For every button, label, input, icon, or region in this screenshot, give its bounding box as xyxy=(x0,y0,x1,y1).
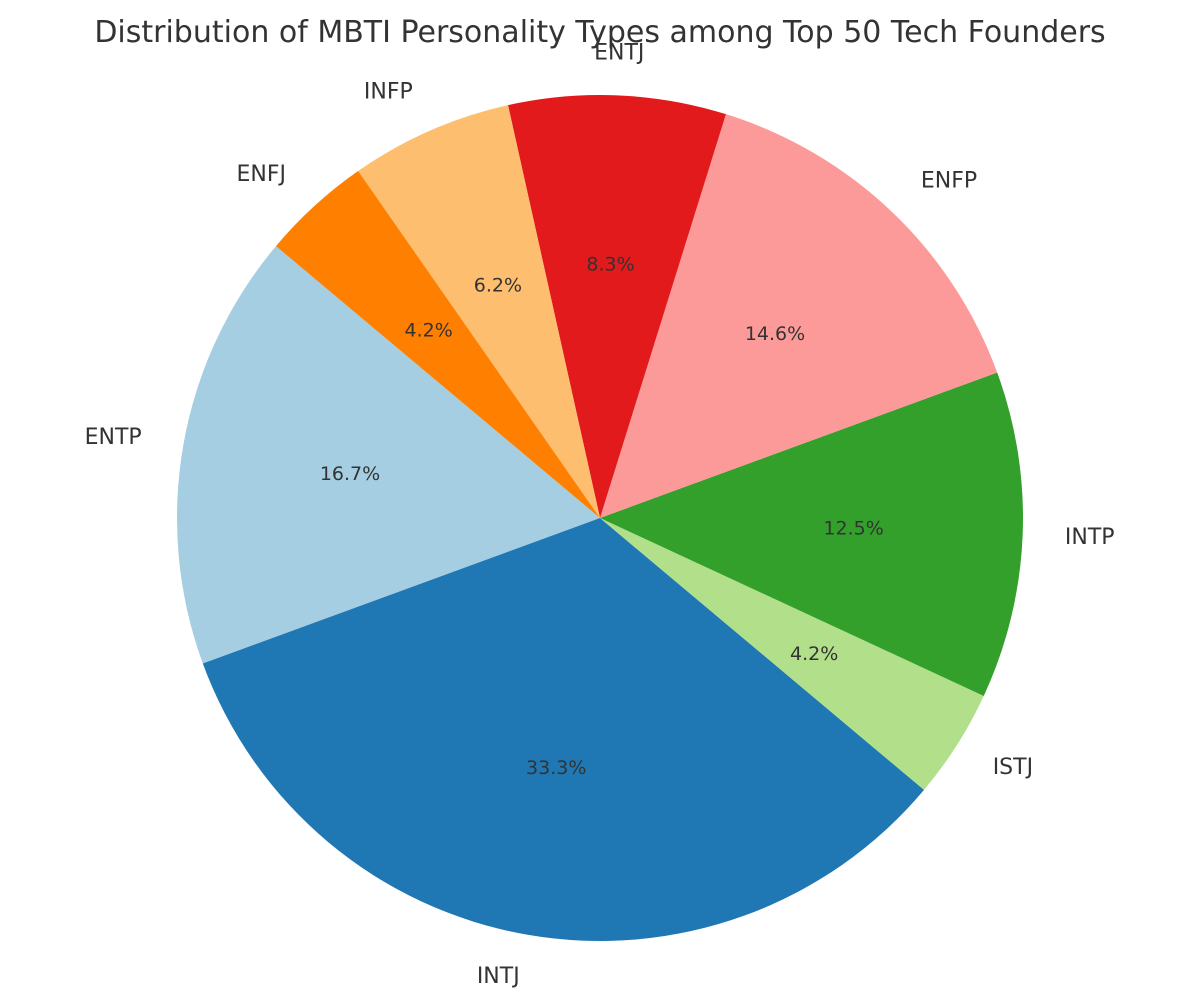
slice-label-entp: ENTP xyxy=(85,425,142,450)
slice-label-entj: ENTJ xyxy=(594,41,644,66)
slice-percent-entp: 16.7% xyxy=(320,463,380,485)
pie-labels: ENTP 16.7% INTJ 33.3% ISTJ 4.2% INTP 12.5% ENFP 1… xyxy=(85,41,1115,989)
pie-slice-entp xyxy=(176,246,600,664)
slice-label-enfp: ENFP xyxy=(921,169,977,194)
slice-percent-istj: 4.2% xyxy=(790,643,838,665)
chart-title: Distribution of MBTI Personality Types a… xyxy=(94,15,1105,50)
slice-percent-intp: 12.5% xyxy=(823,518,883,540)
slice-label-enfj: ENFJ xyxy=(237,162,287,187)
slice-label-infp: INFP xyxy=(364,80,413,105)
slice-label-intj: INTJ xyxy=(477,964,520,989)
pie-slice-istj xyxy=(600,518,984,790)
pie-slice-infp xyxy=(358,105,600,519)
pie-slices xyxy=(176,94,1024,942)
pie-slice-entj xyxy=(508,94,726,518)
slice-percent-intj: 33.3% xyxy=(526,757,586,779)
slice-percent-enfp: 14.6% xyxy=(745,323,805,345)
slice-label-istj: ISTJ xyxy=(993,755,1033,780)
slice-label-intp: INTP xyxy=(1065,525,1115,550)
pie-slice-intj xyxy=(202,518,925,942)
pie-slice-enfp xyxy=(600,114,998,519)
pie-slice-intp xyxy=(600,372,1024,696)
slice-percent-entj: 8.3% xyxy=(586,253,634,275)
slice-percent-enfj: 4.2% xyxy=(405,320,453,342)
pie-slice-enfj xyxy=(275,170,600,519)
slice-percent-infp: 6.2% xyxy=(474,275,522,297)
